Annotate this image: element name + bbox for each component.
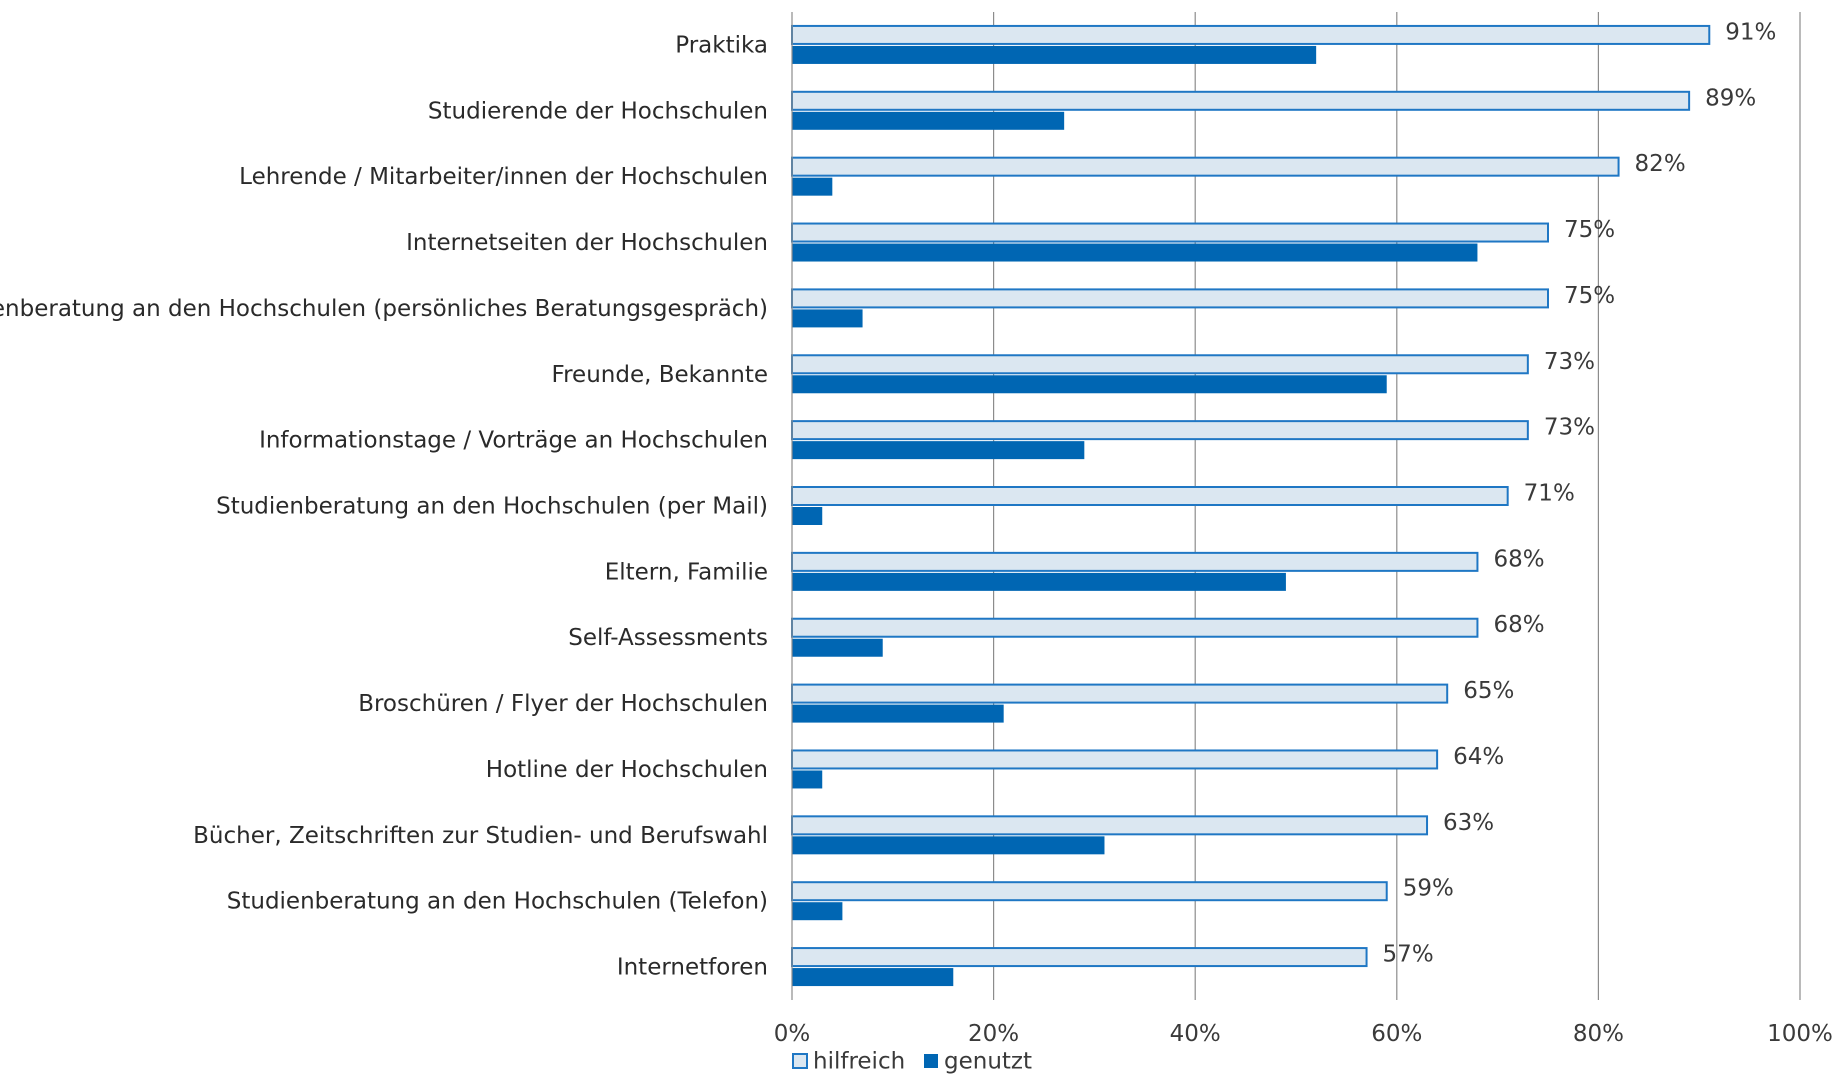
legend: hilfreich genutzt [792,1049,1032,1075]
bar-hilfreich [791,617,1479,638]
data-label: 73% [1544,415,1595,441]
bar-genutzt [792,243,1478,262]
category-label: Hotline der Hochschulen [486,757,768,783]
bar-genutzt [792,177,833,196]
bar-genutzt [792,375,1387,394]
bar-hilfreich [791,420,1529,441]
labels: Praktika 91% Studierende der Hochschulen 89… [0,19,1776,980]
legend-label-genutzt: genutzt [944,1049,1032,1075]
bar-genutzt [792,638,883,657]
category-label: Freunde, Bekannte [552,362,768,388]
data-label: 59% [1403,876,1454,902]
data-label: 73% [1544,349,1595,375]
bar-hilfreich [791,90,1691,111]
data-label: 89% [1705,85,1756,111]
category-label: Studienberatung an den Hochschulen (per … [216,494,768,520]
bar-genutzt [792,507,823,525]
axes: 0% 20% 40% 60% 80% 100% [774,12,1833,1047]
bar-genutzt [792,111,1065,130]
data-label: 68% [1493,612,1544,638]
data-label: 75% [1564,217,1615,243]
bar-genutzt [792,968,954,987]
bar-genutzt [792,309,863,328]
data-label: 57% [1383,942,1434,968]
bar-genutzt [792,45,1317,64]
legend-swatch-hilfreich [792,1053,808,1069]
bar-genutzt [792,770,823,789]
x-tick-label: 80% [1573,1021,1624,1047]
legend-label-hilfreich: hilfreich [813,1049,905,1075]
category-label: Studienberatung an den Hochschulen (pers… [0,296,768,322]
bars [791,24,1711,987]
data-label: 75% [1564,283,1615,309]
bar-hilfreich [791,749,1439,770]
category-label: Informationstage / Vorträge an Hochschul… [259,428,768,454]
x-tick-label: 100% [1767,1021,1833,1047]
category-label: Self-Assessments [568,625,768,651]
x-tick-label: 20% [968,1021,1019,1047]
category-label: Broschüren / Flyer der Hochschulen [358,691,768,717]
data-label: 91% [1725,19,1776,45]
category-label: Internetseiten der Hochschulen [406,230,768,256]
category-label: Bücher, Zeitschriften zur Studien- und B… [193,823,768,849]
category-label: Studienberatung an den Hochschulen (Tele… [227,889,768,915]
bar-hilfreich [791,24,1711,45]
bar-hilfreich [791,288,1549,309]
x-tick-label: 0% [774,1021,811,1047]
bar-genutzt [792,704,1004,723]
bar-hilfreich [791,156,1620,177]
bar-hilfreich [791,881,1388,902]
x-tick-label: 60% [1371,1021,1422,1047]
bar-genutzt [792,902,843,921]
data-label: 63% [1443,810,1494,836]
bar-hilfreich [791,222,1549,243]
category-label: Studierende der Hochschulen [428,98,768,124]
data-label: 82% [1635,151,1686,177]
bar-hilfreich [791,683,1449,704]
bar-genutzt [792,836,1105,855]
data-label: 68% [1493,546,1544,572]
bar-hilfreich [791,551,1479,572]
bar-hilfreich [791,486,1509,506]
legend-swatch-genutzt [924,1054,938,1068]
category-label: Internetforen [617,955,768,981]
data-label: 64% [1453,744,1504,770]
bar-hilfreich [791,947,1368,968]
data-label: 65% [1463,678,1514,704]
bar-genutzt [792,572,1286,591]
bar-hilfreich [791,354,1529,375]
bar-genutzt [792,441,1085,460]
category-label: Praktika [675,32,768,58]
data-label: 71% [1524,481,1575,507]
category-label: Lehrende / Mitarbeiter/innen der Hochsch… [239,164,768,190]
bar-hilfreich [791,815,1429,836]
x-tick-label: 40% [1170,1021,1221,1047]
category-label: Eltern, Familie [605,559,768,585]
